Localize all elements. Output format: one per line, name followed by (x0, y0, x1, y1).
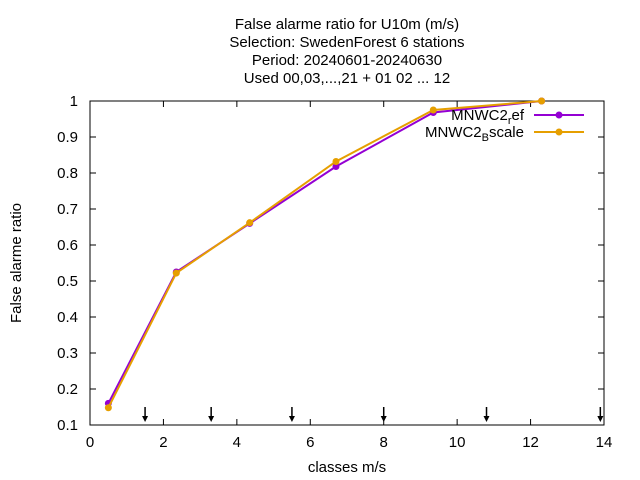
arrow-marker-head (142, 416, 149, 422)
y-axis-label: False alarme ratio (8, 203, 25, 323)
arrow-markers (142, 407, 604, 422)
chart-title-line: False alarme ratio for U10m (m/s) (235, 16, 459, 33)
x-tick-label: 12 (522, 434, 539, 451)
legend-swatch-point (555, 111, 563, 119)
legend-label: MNWC2Bscale (425, 124, 524, 144)
y-tick-label: 1 (70, 93, 78, 110)
y-tick-label: 0.7 (57, 201, 78, 218)
arrow-marker-head (483, 416, 490, 422)
x-tick-label: 10 (449, 434, 466, 451)
arrow-marker-head (597, 416, 604, 422)
chart-title-line: Selection: SwedenForest 6 stations (229, 34, 464, 51)
axis-ticks: 0 2 4 6 8 10 12 14 0.1 0.2 0.3 0.4 0.5 0.6 0.7 0.8 0.9 1 (57, 93, 612, 451)
data-point (104, 404, 112, 412)
legend-label: MNWC2ref (451, 107, 525, 127)
legend-swatch-point (555, 128, 563, 136)
x-tick-label: 2 (159, 434, 167, 451)
series-lines (104, 97, 546, 412)
y-tick-label: 0.8 (57, 165, 78, 182)
data-point (332, 157, 340, 165)
data-point (332, 163, 340, 171)
arrow-marker-head (380, 416, 387, 422)
x-axis-label: classes m/s (308, 459, 386, 476)
chart-title-line: Used 00,03,...,21 + 01 02 ... 12 (244, 70, 450, 87)
x-tick-label: 8 (380, 434, 388, 451)
y-tick-label: 0.4 (57, 309, 78, 326)
series-line (107, 100, 542, 404)
arrow-marker-head (208, 416, 215, 422)
y-tick-label: 0.6 (57, 237, 78, 254)
x-tick-label: 0 (86, 434, 94, 451)
data-point (429, 106, 437, 114)
data-point (538, 97, 546, 105)
x-tick-label: 6 (306, 434, 314, 451)
arrow-marker-head (288, 416, 295, 422)
series-line (107, 100, 542, 409)
x-tick-label: 4 (233, 434, 241, 451)
y-tick-label: 0.2 (57, 381, 78, 398)
y-tick-label: 0.1 (57, 417, 78, 434)
chart-title: False alarme ratio for U10m (m/s)Selecti… (229, 16, 464, 87)
y-tick-label: 0.5 (57, 273, 78, 290)
data-point (246, 219, 254, 227)
y-tick-label: 0.9 (57, 129, 78, 146)
plot-frame (89, 100, 605, 426)
y-tick-label: 0.3 (57, 345, 78, 362)
chart-title-line: Period: 20240601-20240630 (252, 52, 442, 69)
data-point (172, 269, 180, 277)
x-tick-label: 14 (596, 434, 613, 451)
